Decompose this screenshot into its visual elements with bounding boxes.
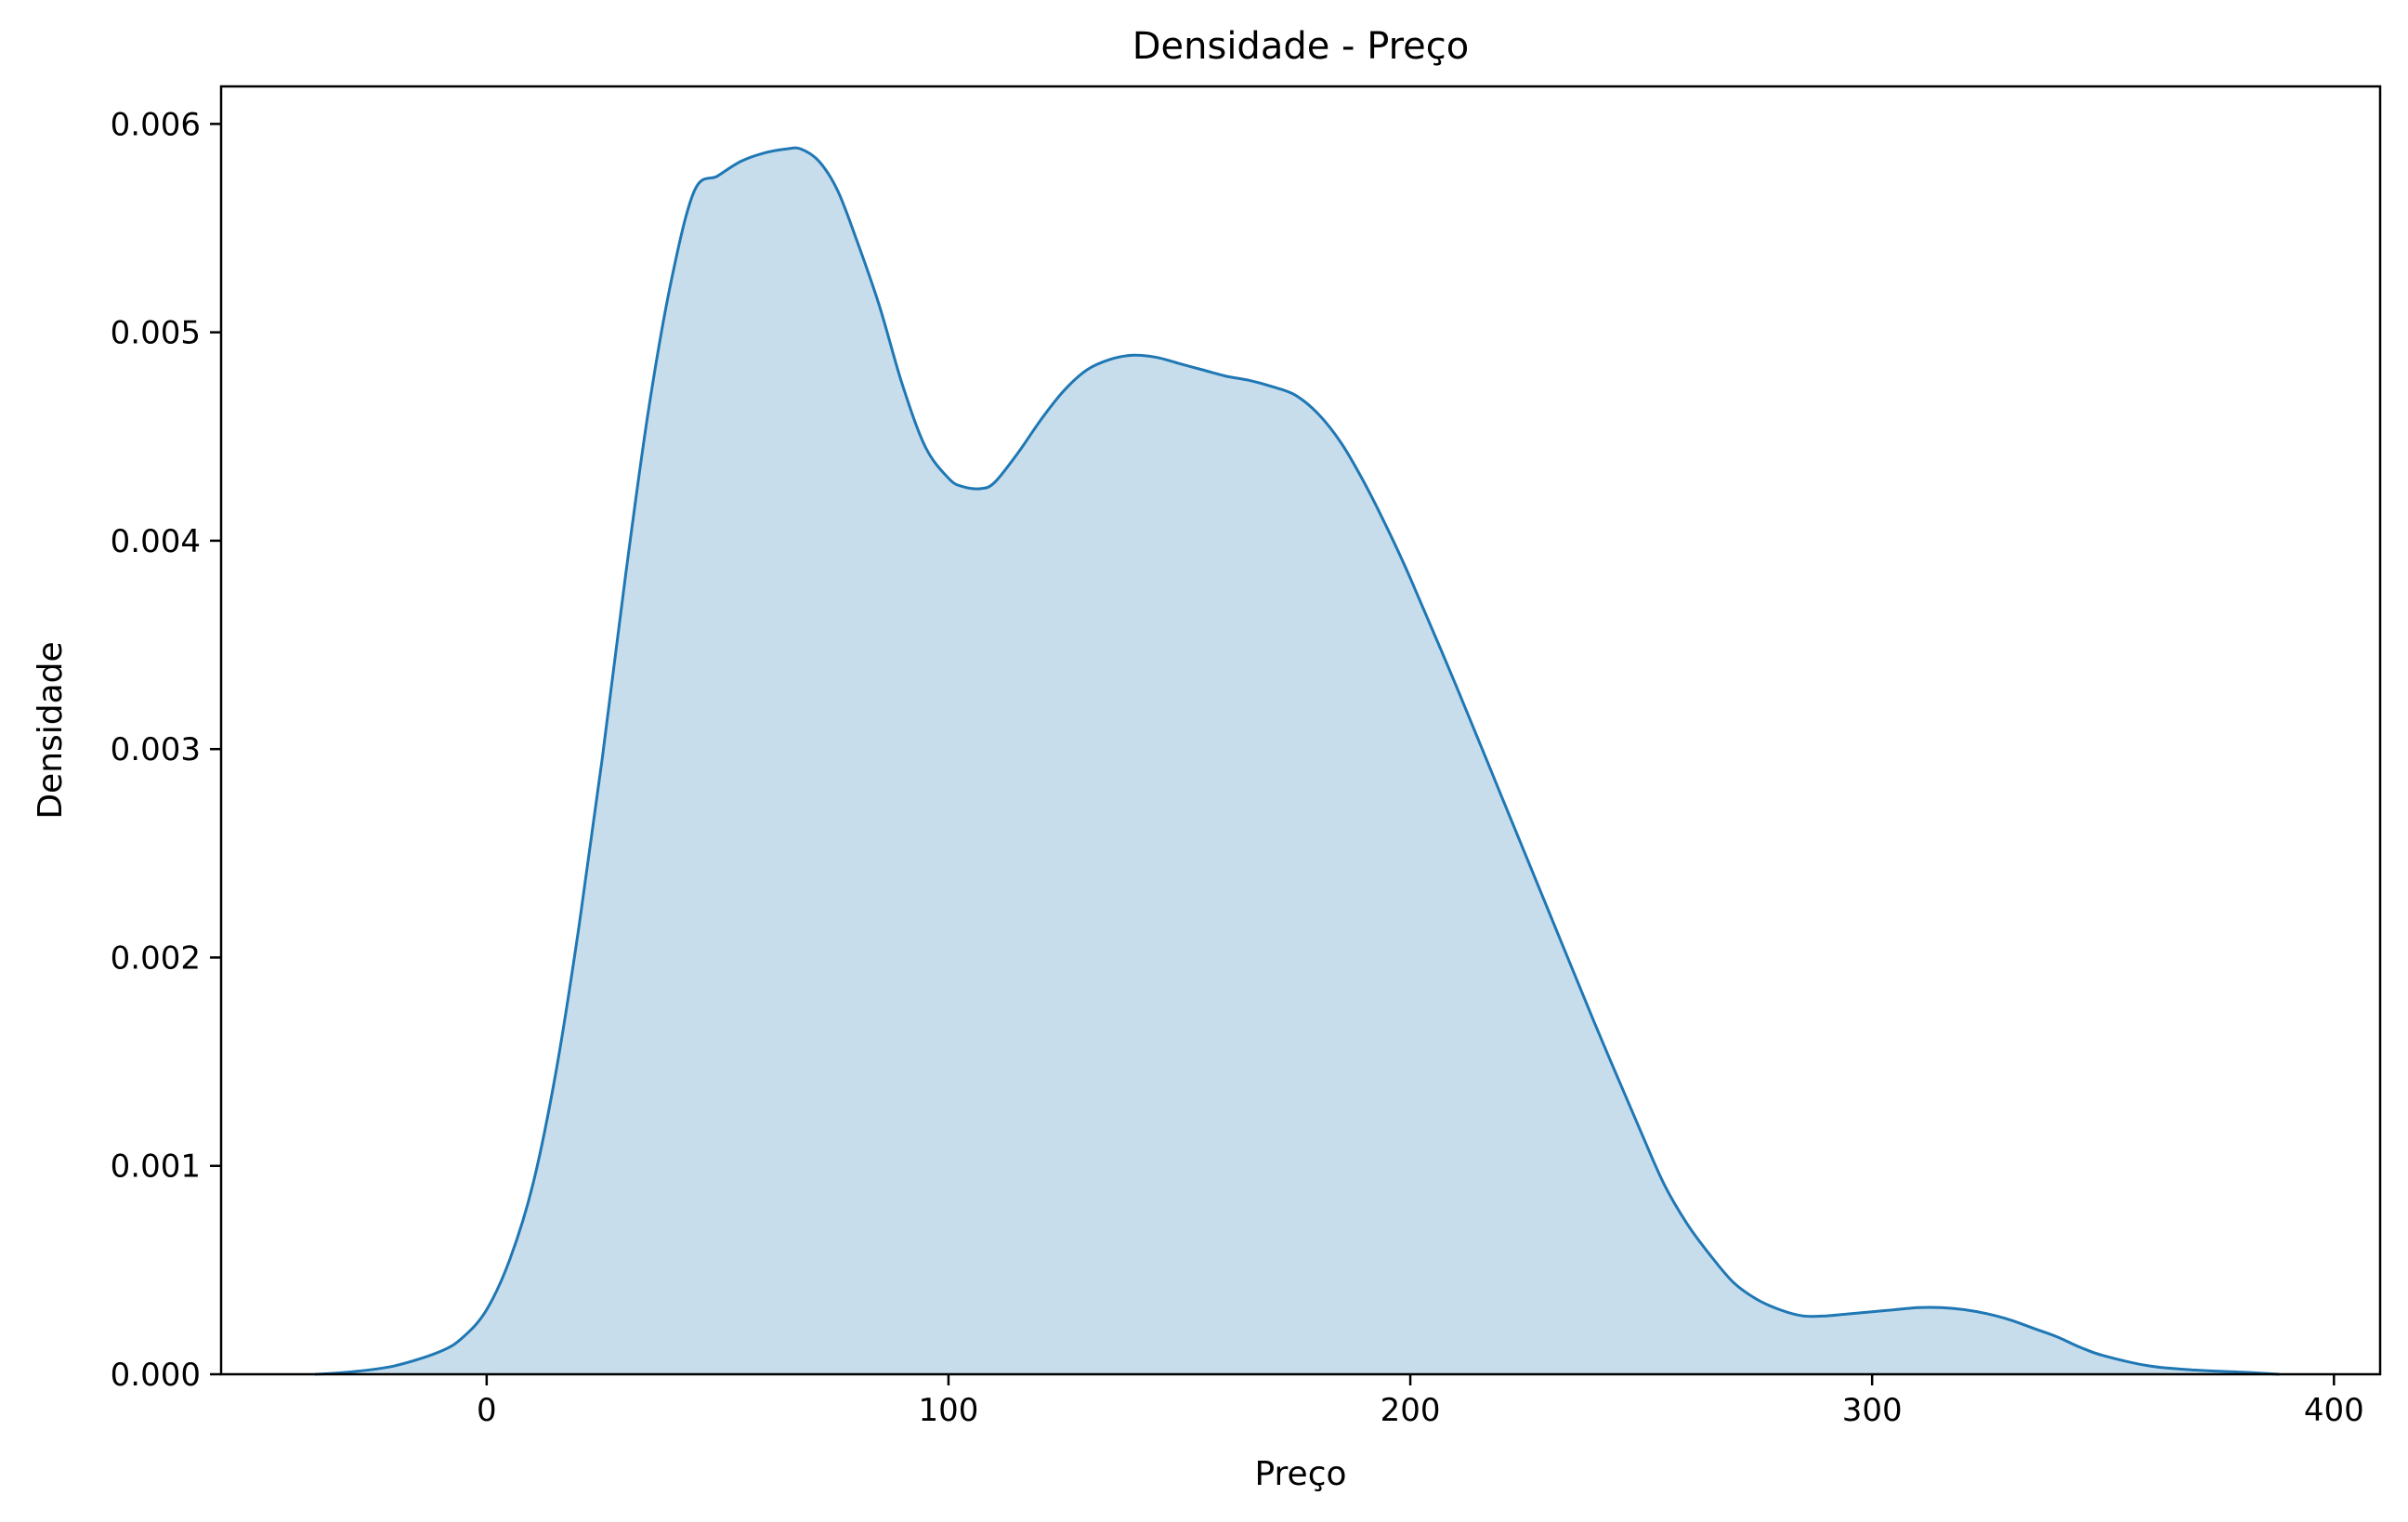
y-tick-label: 0.004	[111, 523, 201, 560]
density-line	[314, 146, 2281, 1376]
x-tick-label: 100	[918, 1392, 978, 1429]
y-axis: 0.000 0.001 0.002 0.003 0.004 0.005 0.006	[111, 106, 221, 1394]
y-tick-label: 0.002	[111, 939, 201, 977]
x-tick-label: 0	[477, 1392, 497, 1429]
y-tick-label: 0.000	[111, 1357, 201, 1394]
x-tick-label: 400	[2304, 1392, 2364, 1429]
y-tick-label: 0.001	[111, 1148, 201, 1186]
chart-title: Densidade - Preço	[1132, 25, 1470, 68]
plot-frame	[219, 85, 2382, 1376]
y-axis-label: Densidade	[32, 641, 70, 819]
x-tick-label: 300	[1842, 1392, 1903, 1429]
y-tick-label: 0.006	[111, 106, 201, 143]
x-tick-label: 200	[1381, 1392, 1441, 1429]
plot-area	[314, 146, 2281, 1376]
y-tick-label: 0.003	[111, 731, 201, 768]
x-axis-label: Preço	[1254, 1455, 1346, 1493]
x-axis: 0 100 200 300 400	[477, 1374, 2364, 1429]
density-area-fill	[315, 148, 2279, 1375]
y-tick-label: 0.005	[111, 315, 201, 352]
